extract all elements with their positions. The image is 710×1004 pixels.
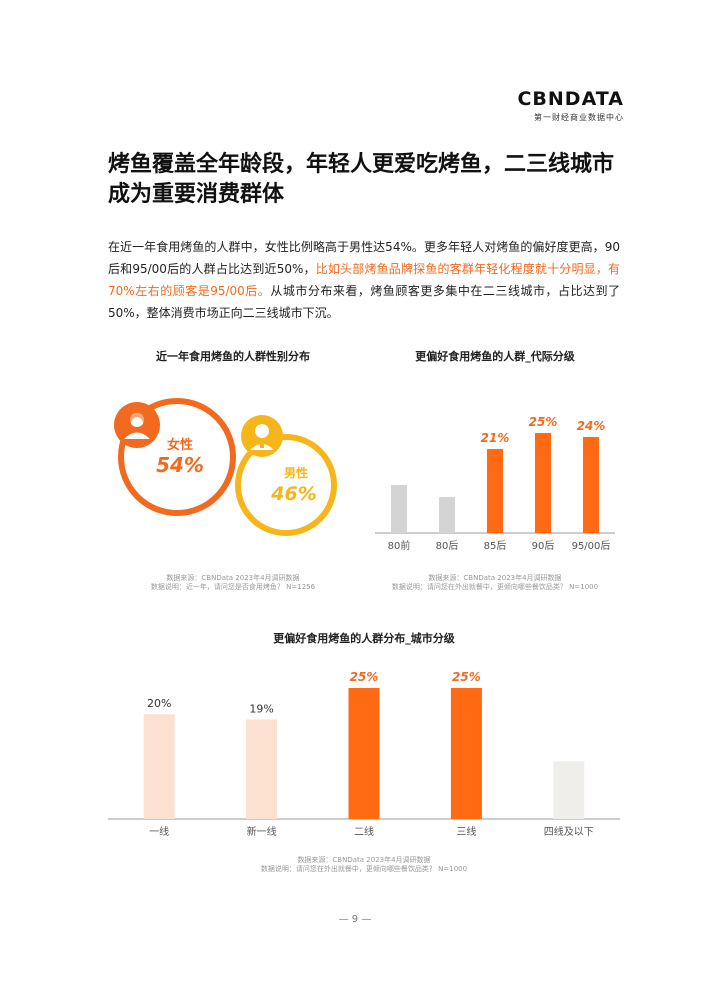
logo-wordmark: CBNDATA <box>517 88 624 110</box>
bar-2 <box>348 688 380 819</box>
tick-label-4: 95/00后 <box>572 540 611 552</box>
male-label: 男性 <box>284 465 308 480</box>
data-label-2: 25% <box>350 670 379 684</box>
generation-chart-note: 数据来源：CBNData 2023年4月调研数据 数据说明：请问您在外出就餐中，… <box>370 574 620 592</box>
city-chart-title: 更偏好食用烤鱼的人群分布_城市分级 <box>273 632 455 645</box>
page-number: — 9 — <box>338 914 372 925</box>
tick-label-1: 80后 <box>436 540 459 552</box>
bar-4 <box>553 761 585 819</box>
tick-label-2: 85后 <box>484 540 507 552</box>
tick-label-2: 二线 <box>354 825 374 838</box>
generation-note-source: 数据来源：CBNData 2023年4月调研数据 <box>428 574 562 582</box>
male-ring <box>235 434 337 536</box>
city-chart-note: 数据来源：CBNData 2023年4月调研数据 数据说明：请问您在外出就餐中，… <box>108 856 620 874</box>
gender-chart-title: 近一年食用烤鱼的人群性别分布 <box>156 350 310 363</box>
gender-chart: 女性 54% 男性 46% <box>114 398 337 536</box>
city-note-source: 数据来源：CBNData 2023年4月调研数据 <box>297 856 431 864</box>
bar-1 <box>439 497 455 533</box>
city-note-desc: 数据说明：请问您在外出就餐中，更倾向哪些餐饮品类？ N=1000 <box>260 865 468 873</box>
bar-3 <box>450 688 482 819</box>
tick-label-4: 四线及以下 <box>544 825 594 838</box>
data-label-2: 21% <box>481 431 510 445</box>
tick-label-3: 三线 <box>456 825 476 838</box>
tick-label-0: 一线 <box>149 825 169 838</box>
generation-note-desc: 数据说明：请问您在外出就餐中，更倾向哪些餐饮品类？ N=1000 <box>391 583 599 591</box>
data-label-1: 19% <box>249 702 273 715</box>
tick-label-3: 90后 <box>532 540 555 552</box>
data-label-3: 25% <box>452 670 481 684</box>
logo-subtitle: 第一财经商业数据中心 <box>534 113 624 122</box>
bar-2 <box>487 449 503 533</box>
generation-bar-chart: 80前 80后 85后 21% 90后 25% 95/00后 24% <box>375 415 615 552</box>
data-label-3: 25% <box>529 415 558 429</box>
female-label: 女性 <box>167 437 193 453</box>
generation-chart-title: 更偏好食用烤鱼的人群_代际分级 <box>415 350 575 363</box>
bar-1 <box>246 719 278 819</box>
intro-paragraph: 在近一年食用烤鱼的人群中，女性比例略高于男性达54%。更多年轻人对烤鱼的偏好度更… <box>108 236 620 324</box>
gender-chart-note: 数据来源：CBNData 2023年4月调研数据 数据说明：近一年，请问您是否食… <box>108 574 358 592</box>
female-value: 54% <box>156 453 204 477</box>
page-title: 烤鱼覆盖全年龄段，年轻人更爱吃烤鱼，二三线城市成为重要消费群体 <box>108 152 615 207</box>
tick-label-1: 新一线 <box>247 825 277 838</box>
bar-0 <box>143 714 175 819</box>
brand-logo: CBNDATA 第一财经商业数据中心 <box>514 88 624 123</box>
data-label-4: 24% <box>577 419 606 433</box>
data-label-0: 20% <box>147 697 171 710</box>
bar-0 <box>391 485 407 533</box>
bar-4 <box>583 437 599 533</box>
bar-3 <box>535 433 551 533</box>
intro-text-1: 在近一年食用烤鱼的人群中，女性比例略高于男性达54%。更多年轻人对烤鱼的偏好度更… <box>108 240 620 276</box>
gender-note-source: 数据来源：CBNData 2023年4月调研数据 <box>166 574 300 582</box>
tick-label-0: 80前 <box>388 539 411 552</box>
intro-highlight: 比如头部烤鱼品牌探鱼的客群年轻化程度就十分明显，有70%左右的顾客是95/00后… <box>108 262 620 298</box>
male-person-icon <box>250 424 274 450</box>
female-person-icon <box>124 413 150 439</box>
city-bar-chart: 一线 20% 新一线 19% 二线 25% 三线 25% 四线及以下 <box>108 670 620 838</box>
male-value: 46% <box>270 483 316 505</box>
intro-text-2: 从城市分布来看，烤鱼顾客更多集中在二三线城市，占比达到了50%，整体消费市场正向… <box>108 284 620 320</box>
gender-note-desc: 数据说明：近一年，请问您是否食用烤鱼？ N=1256 <box>150 583 316 591</box>
